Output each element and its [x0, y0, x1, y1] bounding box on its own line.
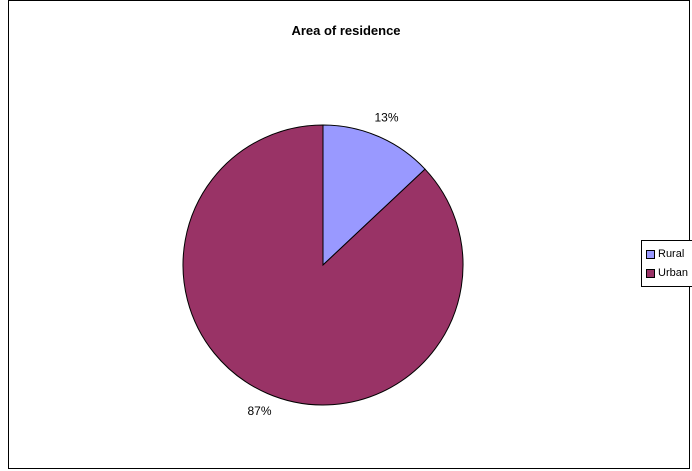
- pie-slice-urban: [182, 124, 464, 406]
- legend-label-rural: Rural: [658, 248, 685, 260]
- legend: Rural Urban: [641, 240, 692, 287]
- data-label-rural: 13%: [374, 110, 398, 124]
- legend-item-urban: Urban: [646, 266, 688, 280]
- legend-swatch-urban: [646, 268, 655, 278]
- chart-title: Area of residence: [291, 23, 401, 38]
- pie-slice-rural: [322, 124, 426, 267]
- legend-swatch-rural: [646, 249, 655, 259]
- data-label-urban: 87%: [247, 404, 271, 418]
- legend-label-urban: Urban: [658, 267, 688, 279]
- legend-item-rural: Rural: [646, 247, 684, 261]
